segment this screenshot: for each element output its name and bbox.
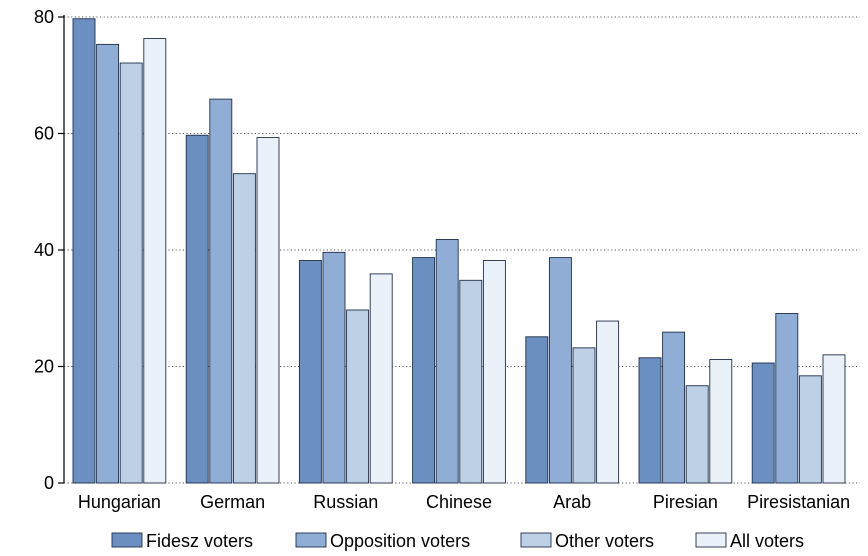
x-tick-labels: Hungarian German Russian Chinese Arab Piresia… xyxy=(78,492,850,512)
legend-label: Opposition voters xyxy=(330,531,470,551)
legend-swatch xyxy=(111,532,143,548)
bar-hungarian-all-voters xyxy=(143,38,167,484)
bar-piresistanian-fidesz-voters xyxy=(751,362,775,484)
y-tick-label: 80 xyxy=(34,7,54,27)
bar-arab-fidesz-voters xyxy=(525,336,549,484)
bar-piresian-fidesz-voters xyxy=(638,357,662,484)
bar-chinese-fidesz-voters xyxy=(412,257,436,484)
bar-piresistanian-other-voters xyxy=(798,375,822,484)
bar-russian-opposition-voters xyxy=(322,251,346,484)
bar-german-other-voters xyxy=(232,173,256,484)
legend-label: Other voters xyxy=(555,531,654,551)
bar-piresistanian-all-voters xyxy=(822,354,846,484)
bar-piresian-other-voters xyxy=(685,385,709,484)
bar-arab-all-voters xyxy=(596,320,620,484)
bar-hungarian-other-voters xyxy=(119,62,143,484)
bar-piresian-opposition-voters xyxy=(662,331,686,484)
bar-chinese-opposition-voters xyxy=(435,239,459,484)
bars xyxy=(72,18,846,484)
bar-russian-all-voters xyxy=(369,273,393,484)
y-tick-label: 60 xyxy=(34,124,54,144)
legend-swatch xyxy=(695,532,727,548)
x-tick-label: Piresian xyxy=(653,492,718,512)
bar-arab-opposition-voters xyxy=(548,257,572,484)
x-tick-label: Chinese xyxy=(426,492,492,512)
bar-german-all-voters xyxy=(256,137,280,484)
bar-piresian-all-voters xyxy=(709,359,733,484)
bar-piresistanian-opposition-voters xyxy=(775,313,799,484)
legend-label: Fidesz voters xyxy=(146,531,253,551)
x-tick-label: Russian xyxy=(313,492,378,512)
bar-russian-other-voters xyxy=(346,309,370,484)
y-tick-label: 0 xyxy=(44,473,54,493)
x-tick-label: Arab xyxy=(553,492,591,512)
legend-swatch xyxy=(295,532,327,548)
bar-hungarian-fidesz-voters xyxy=(72,18,96,484)
x-tick-label: Hungarian xyxy=(78,492,161,512)
y-tick-label: 20 xyxy=(34,357,54,377)
bar-russian-fidesz-voters xyxy=(298,260,322,484)
legend: Fidesz voters Opposition voters Other vote… xyxy=(111,531,804,551)
legend-label: All voters xyxy=(730,531,804,551)
y-tick-labels: 0 20 40 60 80 xyxy=(34,7,54,493)
y-tick-label: 40 xyxy=(34,240,54,260)
x-tick-label: German xyxy=(200,492,265,512)
x-tick-label: Piresistanian xyxy=(747,492,850,512)
legend-swatch xyxy=(520,532,552,548)
bar-arab-other-voters xyxy=(572,347,596,484)
bar-chinese-other-voters xyxy=(459,279,483,484)
bar-german-opposition-voters xyxy=(209,98,233,484)
bar-hungarian-opposition-voters xyxy=(96,43,120,484)
axes xyxy=(58,15,65,484)
bar-german-fidesz-voters xyxy=(185,134,209,484)
bar-chinese-all-voters xyxy=(482,260,506,484)
